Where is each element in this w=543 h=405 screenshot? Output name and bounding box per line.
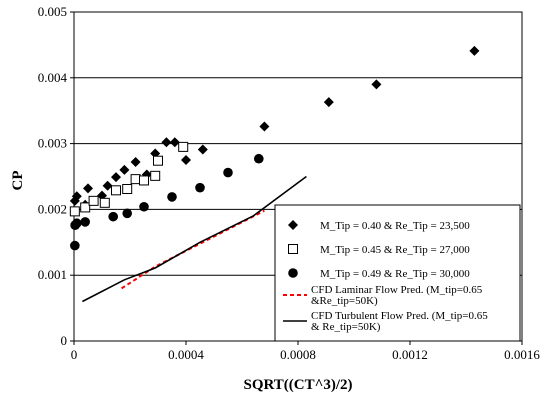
circle-marker [108,211,118,222]
y-tick-label: 0.005 [38,4,67,19]
legend-label: M_Tip = 0.45 & Re_Tip = 27,000 [320,244,470,256]
diamond-marker [102,180,113,191]
series-3-markers [70,153,264,251]
square-marker [288,244,298,254]
y-tick-label: 0 [61,333,68,348]
circle-marker [122,208,132,219]
legend-box [274,204,521,342]
diamond-marker [130,157,141,168]
y-tick-label: 0.003 [38,136,67,151]
legend-label: M_Tip = 0.49 & Re_Tip = 30,000 [320,268,470,280]
square-marker [150,170,161,181]
axis-ticks: 0 0.001 0.002 0.003 0.004 0.005 0 0.0004 0.0008 0… [38,4,541,362]
legend-label: CFD Turbulent Flow Pred. (M_tip=0.65 & Re… [311,310,488,333]
circle-marker [70,240,80,251]
x-tick-label: 0.0012 [392,347,428,362]
legend-entry: M_Tip = 0.40 & Re_Tip = 23,500 [288,220,470,232]
legend-entry: CFD Turbulent Flow Pred. (M_tip=0.65 & Re… [283,310,488,333]
circle-marker [223,167,233,178]
laminar-prediction-line [121,209,265,290]
y-tick-label: 0.004 [38,70,68,85]
square-marker [122,184,133,195]
circle-marker [288,268,298,278]
diamond-marker [371,79,382,90]
x-axis-title: SQRT((CT^3)/2) [243,377,352,393]
y-axis-title: CP [10,171,26,191]
diamond-marker [161,137,172,148]
legend-label: CFD Laminar Flow Pred. (M_tip=0.65 &Re_ti… [311,284,483,307]
circle-marker [167,192,177,202]
square-marker [99,197,110,208]
diamond-marker [259,121,270,132]
y-tick-label: 0.001 [38,267,67,282]
legend-entry: M_Tip = 0.45 & Re_Tip = 27,000 [288,244,470,256]
y-tick-label: 0.002 [38,201,67,216]
square-marker [139,175,149,186]
diamond-marker [83,183,93,194]
square-marker [111,185,121,196]
square-marker [80,202,91,213]
circle-marker [80,217,90,227]
series-2-markers [69,141,189,217]
data-markers [69,45,480,251]
turbulent-prediction-line [82,175,307,303]
legend: M_Tip = 0.40 & Re_Tip = 23,500 M_Tip = 0.… [274,204,521,342]
square-marker [178,141,189,152]
diamond-marker [323,97,334,108]
diamond-marker [71,191,82,202]
legend-label: M_Tip = 0.40 & Re_Tip = 23,500 [320,220,470,232]
legend-entry: M_Tip = 0.49 & Re_Tip = 30,000 [288,268,470,280]
diamond-marker [181,155,191,166]
circle-marker [139,201,149,212]
diamond-marker [119,164,130,175]
x-tick-label: 0 [71,347,78,362]
circle-marker [253,153,264,164]
square-marker [88,195,99,206]
diamond-marker [469,45,480,56]
x-tick-label: 0.0004 [168,347,204,362]
diamond-marker [169,137,180,148]
diamond-marker [197,144,208,155]
square-marker [69,206,80,217]
x-tick-label: 0.0008 [280,347,316,362]
prediction-lines [82,175,307,303]
square-marker [153,155,163,166]
square-marker [130,174,141,185]
x-tick-label: 0.0016 [504,347,540,362]
diamond-marker [288,220,298,230]
diamond-marker [111,172,121,183]
circle-marker [72,218,82,229]
circle-marker [195,182,205,193]
legend-entry: CFD Laminar Flow Pred. (M_tip=0.65 &Re_ti… [283,284,483,307]
